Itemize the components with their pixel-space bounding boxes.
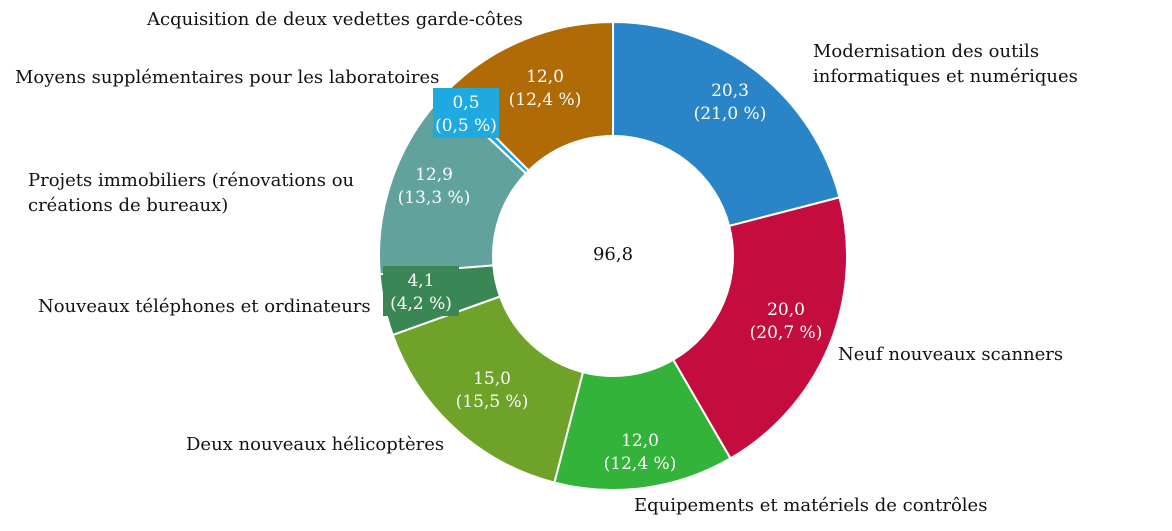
slice-percent-label: (13,3 %) <box>398 188 471 208</box>
slice-value-label: 0,5 <box>452 93 479 113</box>
slice-category-label: créations de bureaux) <box>28 195 228 216</box>
slice-value-label: 15,0 <box>473 369 511 389</box>
slice-category-label: Nouveaux téléphones et ordinateurs <box>38 296 371 317</box>
slice-percent-label: (12,4 %) <box>604 454 677 474</box>
slice-value-label: 20,0 <box>767 300 805 320</box>
slice-percent-label: (15,5 %) <box>456 392 529 412</box>
slice-category-label: informatiques et numériques <box>813 66 1078 87</box>
slice-percent-label: (20,7 %) <box>750 323 823 343</box>
category-labels: Modernisation des outils informatiques et… <box>15 9 1078 516</box>
slice-percent-label: (12,4 %) <box>509 90 582 110</box>
slice-category-label: Acquisition de deux vedettes garde-côtes <box>146 9 523 30</box>
donut-slice <box>447 20 614 173</box>
donut-slice <box>612 20 841 228</box>
slice-value-label: 12,9 <box>415 165 453 185</box>
slice-category-label: Deux nouveaux hélicoptères <box>186 434 444 455</box>
slice-label-box <box>383 266 459 316</box>
slice-value-label: 20,3 <box>711 81 749 101</box>
slice-value-label: 4,1 <box>407 271 434 291</box>
slice-value-label: 12,0 <box>526 67 564 87</box>
slice-percent-label: (21,0 %) <box>694 104 767 124</box>
slice-percent-label: (4,2 %) <box>390 294 452 314</box>
slice-labels: 20,3 (21,0 %) 20,0 (20,7 %) 12,0 (12,4 %) 15,0… <box>383 67 822 474</box>
slice-value-label: 12,0 <box>621 431 659 451</box>
slice-category-label: Moyens supplémentaires pour les laborato… <box>15 67 439 88</box>
slice-label-box <box>433 88 499 138</box>
donut-slice <box>391 295 585 484</box>
slice-category-label: Neuf nouveaux scanners <box>838 344 1063 365</box>
slice-category-label: Modernisation des outils <box>813 41 1039 62</box>
slice-percent-label: (0,5 %) <box>435 116 497 136</box>
donut-slice <box>671 196 848 460</box>
slice-category-label: Equipements et matériels de contrôles <box>634 495 987 516</box>
slice-category-label: Projets immobiliers (rénovations ou <box>28 170 354 191</box>
total-center-label: 96,8 <box>593 244 633 265</box>
